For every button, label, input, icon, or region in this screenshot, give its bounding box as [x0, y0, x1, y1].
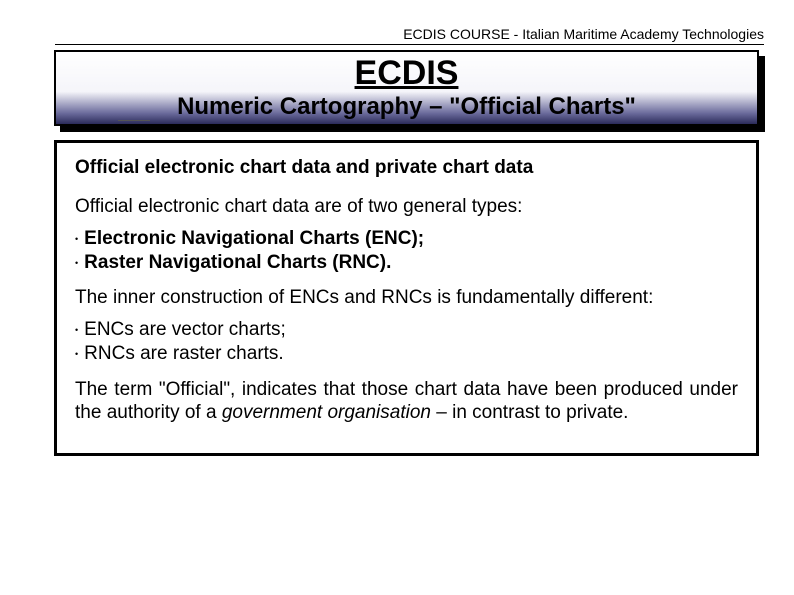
title-main: ECDIS [355, 56, 459, 92]
paragraph-2: The inner construction of ENCs and RNCs … [75, 286, 738, 310]
decorative-tick [118, 115, 150, 121]
list-item: • Raster Navigational Charts (RNC). [75, 251, 738, 275]
header-divider [55, 44, 764, 45]
title-box: ECDIS Numeric Cartography – "Official Ch… [54, 50, 759, 126]
bullet-text: Electronic Navigational Charts (ENC); [84, 227, 738, 251]
intro-paragraph: Official electronic chart data are of tw… [75, 195, 738, 219]
title-subtitle: Numeric Cartography – "Official Charts" [177, 93, 636, 121]
section-heading: Official electronic chart data and priva… [75, 157, 738, 179]
para3-post: – in contrast to private. [431, 402, 629, 423]
course-header: ECDIS COURSE - Italian Maritime Academy … [403, 26, 764, 42]
list-item: • Electronic Navigational Charts (ENC); [75, 227, 738, 251]
list-item: • ENCs are vector charts; [75, 318, 738, 342]
bullet-icon: • [75, 258, 78, 269]
para3-italic: government organisation [222, 402, 431, 423]
bullet-text: Raster Navigational Charts (RNC). [84, 251, 738, 275]
content-box: Official electronic chart data and priva… [54, 140, 759, 456]
paragraph-3: The term "Official", indicates that thos… [75, 378, 738, 426]
list-item: • RNCs are raster charts. [75, 342, 738, 366]
bullet-icon: • [75, 234, 78, 245]
bullet-icon: • [75, 349, 78, 360]
bullet-group-1: • Electronic Navigational Charts (ENC); … [75, 227, 738, 275]
bullet-text: RNCs are raster charts. [84, 342, 738, 366]
bullet-icon: • [75, 325, 78, 336]
bullet-text: ENCs are vector charts; [84, 318, 738, 342]
bullet-group-2: • ENCs are vector charts; • RNCs are ras… [75, 318, 738, 366]
